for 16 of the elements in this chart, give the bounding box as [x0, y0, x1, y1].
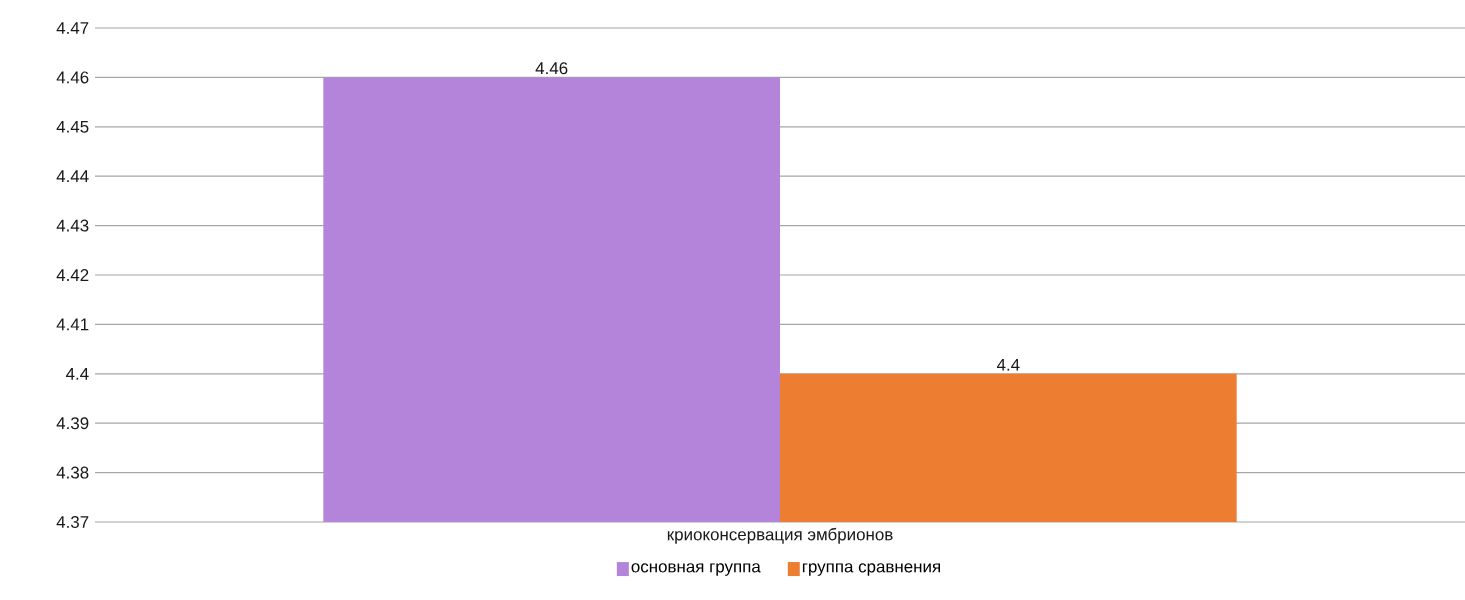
y-tick-label: 4.39 [56, 417, 89, 430]
y-tick-label: 4.4 [66, 367, 89, 380]
data-label: 4.4 [996, 358, 1020, 371]
legend-label: основная группа [631, 563, 761, 576]
y-tick-label: 4.45 [56, 120, 89, 133]
y-tick-label: 4.42 [56, 269, 89, 281]
y-tick-label: 4.43 [56, 219, 89, 232]
legend-label: группа сравнения [802, 563, 940, 576]
y-tick-label: 4.47 [56, 22, 89, 34]
y-tick-label: 4.37 [56, 516, 89, 528]
x-tick-label: криоконсервация эмбрионов [667, 527, 893, 544]
y-tick-label: 4.46 [56, 71, 89, 84]
y-tick-label: 4.41 [56, 318, 89, 331]
y-tick-label: 4.38 [56, 466, 89, 479]
y-tick-label: 4.44 [56, 170, 89, 183]
data-label: 4.46 [535, 62, 568, 75]
